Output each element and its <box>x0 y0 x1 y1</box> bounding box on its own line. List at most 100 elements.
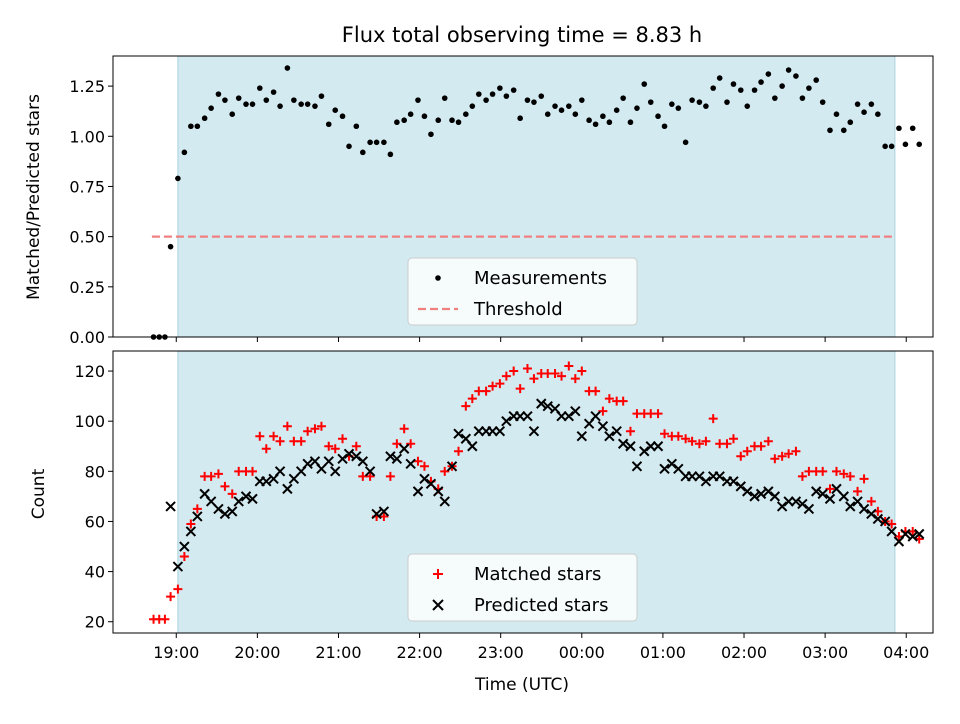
measurement-point <box>339 113 346 120</box>
measurement-point <box>675 105 682 111</box>
matched-star-point <box>481 386 491 396</box>
predicted-star-point <box>728 476 739 487</box>
matched-star-point <box>853 486 863 496</box>
measurement-point <box>291 97 297 103</box>
matched-star-point <box>708 414 718 424</box>
matched-star-point <box>461 401 471 411</box>
measurement-point <box>868 101 875 107</box>
bottom-legend: Matched stars Predicted stars <box>407 553 638 622</box>
matched-star-point <box>598 406 608 416</box>
predicted-star-point <box>371 508 382 520</box>
predicted-star-point <box>769 491 781 502</box>
measurement-point <box>394 119 400 126</box>
matched-star-point <box>296 436 306 446</box>
measurement-point <box>215 91 222 97</box>
matched-star-point <box>570 374 580 384</box>
bottom-panel: 20 40 60 80 100 120 19:00 20:00 21:00 22:00 23:00 0… <box>74 350 934 662</box>
matched-star-point <box>413 456 423 466</box>
predicted-star-point <box>652 441 664 452</box>
top-y-tick-label: 1.00 <box>69 127 105 146</box>
bottom-series-1 <box>149 361 924 624</box>
matched-star-point <box>440 466 450 476</box>
measurement-point <box>277 103 283 109</box>
matched-star-point <box>859 474 869 484</box>
top-y-tick-label: 0.50 <box>69 228 105 247</box>
predicted-star-point <box>351 451 362 462</box>
predicted-star-point <box>343 448 355 459</box>
measurement-point <box>441 95 448 101</box>
matched-star-point <box>770 454 780 464</box>
predicted-star-point <box>439 496 450 507</box>
predicted-star-point <box>227 506 238 517</box>
measurement-point <box>696 99 703 105</box>
measurement-point <box>263 97 270 103</box>
top-panel: 0.00 0.25 0.50 0.75 1.00 1.25 Measurements Thre… <box>69 55 934 347</box>
predicted-star-point <box>528 426 540 437</box>
x-tick-label: 02:00 <box>721 643 767 662</box>
measurement-point <box>813 77 820 83</box>
measurement-point <box>463 111 469 118</box>
measurement-point <box>510 87 517 93</box>
predicted-star-point <box>900 528 911 540</box>
predicted-star-point <box>446 461 458 472</box>
measurement-point <box>201 115 208 122</box>
matched-star-point <box>673 431 683 441</box>
matched-star-point <box>206 471 216 481</box>
predicted-star-point <box>274 466 286 477</box>
measurement-point <box>270 89 277 95</box>
predicted-star-point <box>597 420 609 432</box>
matched-star-point <box>557 371 567 381</box>
measurement-point <box>600 113 606 120</box>
measurement-point <box>194 123 201 130</box>
predicted-star-point <box>666 458 678 470</box>
predicted-star-point <box>866 508 877 520</box>
matched-star-point <box>687 436 697 446</box>
measurement-point <box>243 101 249 107</box>
legend-box <box>407 257 638 326</box>
predicted-star-point <box>357 456 369 467</box>
matched-star-point <box>255 431 265 441</box>
predicted-star-point <box>694 471 705 482</box>
bottom-y-tick-label: 80 <box>85 462 105 481</box>
legend-label: Measurements <box>474 268 607 289</box>
matched-star-point <box>625 426 635 436</box>
matched-star-point <box>791 446 801 456</box>
predicted-star-point <box>776 501 788 512</box>
measurement-point <box>544 111 551 118</box>
predicted-star-point <box>563 410 575 422</box>
measurement-point <box>586 117 592 124</box>
measurement-point <box>407 111 414 118</box>
matched-star-point <box>742 446 752 456</box>
matched-star-point <box>324 441 334 451</box>
measurement-point <box>819 99 826 105</box>
predicted-star-point <box>817 488 828 500</box>
top-y-tick-label: 1.25 <box>69 77 105 96</box>
matched-star-point <box>385 471 395 481</box>
predicted-star-point <box>735 481 746 492</box>
predicted-star-point <box>494 426 506 437</box>
x-tick-label: 20:00 <box>234 643 280 662</box>
matched-star-point <box>756 441 766 451</box>
measurement-point <box>497 85 503 91</box>
bottom-y-tick-label: 40 <box>85 563 105 582</box>
measurement-point <box>469 103 476 109</box>
predicted-star-point <box>330 466 341 477</box>
measurement-point <box>724 99 730 105</box>
measurement-point <box>634 105 640 111</box>
matched-star-point <box>839 469 849 479</box>
matched-star-point <box>399 424 409 434</box>
predicted-star-point <box>405 458 416 470</box>
measurement-point <box>257 85 263 91</box>
matched-star-point <box>303 426 313 436</box>
predicted-star-point <box>886 526 897 537</box>
measurement-point <box>208 105 214 111</box>
matched-star-point <box>728 434 738 444</box>
predicted-star-point <box>240 491 252 502</box>
measurement-point <box>579 97 585 103</box>
measurement-point <box>779 83 785 89</box>
matched-star-point <box>282 421 292 431</box>
predicted-star-point <box>872 513 884 525</box>
measurement-point <box>538 93 545 99</box>
matched-star-point <box>379 511 389 521</box>
